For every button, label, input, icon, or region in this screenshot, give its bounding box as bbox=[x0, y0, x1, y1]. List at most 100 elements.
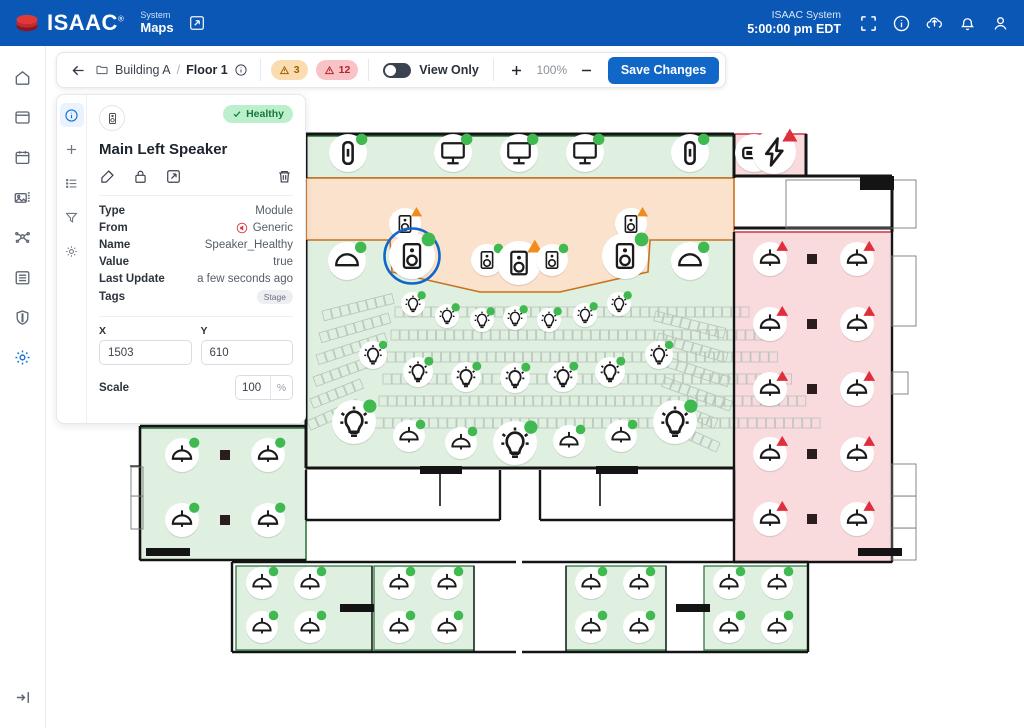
zoom-out-button[interactable] bbox=[574, 57, 600, 83]
device-marker-power-module[interactable] bbox=[752, 128, 798, 176]
device-marker-light-fixture[interactable] bbox=[671, 133, 710, 174]
sidebar-item-home[interactable] bbox=[8, 62, 38, 92]
sidebar-item-list[interactable] bbox=[8, 262, 38, 292]
device-marker-pendant-light[interactable] bbox=[431, 566, 464, 601]
device-marker-pendant-light[interactable] bbox=[713, 566, 746, 601]
device-marker-bulb-light[interactable] bbox=[493, 420, 538, 467]
panel-tab-settings[interactable] bbox=[60, 239, 84, 263]
panel-tab-list[interactable] bbox=[60, 171, 84, 195]
device-marker-pendant-light[interactable] bbox=[246, 566, 279, 601]
edit-icon[interactable] bbox=[99, 168, 116, 185]
device-marker-pendant-light[interactable] bbox=[623, 566, 656, 601]
device-marker-speaker[interactable] bbox=[536, 243, 569, 278]
device-marker-pendant-light[interactable] bbox=[246, 610, 279, 645]
device-marker-pendant-light[interactable] bbox=[575, 610, 608, 645]
device-marker-speaker[interactable] bbox=[497, 239, 543, 287]
bell-icon[interactable] bbox=[958, 14, 977, 33]
device-markers[interactable] bbox=[165, 128, 876, 645]
back-button[interactable] bbox=[65, 57, 91, 83]
device-marker-pendant-light[interactable] bbox=[165, 437, 200, 474]
share-icon[interactable] bbox=[165, 168, 182, 185]
info-circle-icon[interactable] bbox=[234, 63, 248, 77]
device-marker-pendant-light[interactable] bbox=[605, 419, 638, 454]
sidebar-item-security[interactable] bbox=[8, 302, 38, 332]
save-changes-button[interactable]: Save Changes bbox=[607, 56, 720, 84]
lock-icon[interactable] bbox=[132, 168, 149, 185]
sidebar-item-settings[interactable] bbox=[8, 342, 38, 372]
breadcrumb-building[interactable]: Building A bbox=[115, 63, 171, 77]
floor-plan-canvas[interactable] bbox=[46, 46, 1024, 728]
device-marker-bulb-light[interactable] bbox=[451, 361, 482, 394]
device-marker-pendant-light[interactable] bbox=[753, 240, 789, 278]
sidebar-item-window[interactable] bbox=[8, 102, 38, 132]
device-marker-pendant-light[interactable] bbox=[294, 566, 327, 601]
device-marker-bulb-light[interactable] bbox=[645, 340, 674, 371]
device-marker-speaker[interactable] bbox=[602, 232, 649, 281]
device-marker-wall-light[interactable] bbox=[671, 241, 710, 282]
device-marker-display[interactable] bbox=[434, 133, 473, 174]
device-marker-pendant-light[interactable] bbox=[713, 610, 746, 645]
panel-tab-add[interactable] bbox=[60, 137, 84, 161]
device-marker-pendant-light[interactable] bbox=[840, 500, 876, 538]
tag-chip[interactable]: Stage bbox=[256, 289, 293, 304]
info-icon[interactable] bbox=[892, 14, 911, 33]
panel-tab-filter[interactable] bbox=[60, 205, 84, 229]
device-marker-pendant-light[interactable] bbox=[251, 437, 286, 474]
device-marker-pendant-light[interactable] bbox=[383, 610, 416, 645]
view-only-toggle[interactable]: View Only bbox=[383, 62, 479, 78]
device-marker-light-fixture[interactable] bbox=[329, 133, 368, 174]
delete-icon[interactable] bbox=[276, 168, 293, 185]
device-marker-pendant-light[interactable] bbox=[165, 502, 200, 539]
device-marker-pendant-light[interactable] bbox=[431, 610, 464, 645]
breadcrumb-floor[interactable]: Floor 1 bbox=[186, 63, 228, 77]
x-input[interactable] bbox=[99, 340, 192, 365]
device-marker-pendant-light[interactable] bbox=[575, 566, 608, 601]
device-marker-pendant-light[interactable] bbox=[753, 370, 789, 408]
device-marker-pendant-light[interactable] bbox=[623, 610, 656, 645]
device-marker-bulb-light[interactable] bbox=[503, 305, 528, 332]
sidebar-item-calendar[interactable] bbox=[8, 142, 38, 172]
zoom-in-button[interactable] bbox=[504, 57, 530, 83]
device-marker-bulb-light[interactable] bbox=[537, 307, 562, 334]
device-marker-pendant-light[interactable] bbox=[393, 419, 426, 454]
device-marker-bulb-light[interactable] bbox=[595, 356, 626, 389]
device-marker-display[interactable] bbox=[566, 133, 605, 174]
device-marker-bulb-light[interactable] bbox=[359, 340, 388, 371]
device-marker-bulb-light[interactable] bbox=[401, 291, 426, 318]
device-marker-bulb-light[interactable] bbox=[607, 291, 632, 318]
panel-tab-info[interactable] bbox=[59, 103, 84, 127]
device-marker-bulb-light[interactable] bbox=[653, 399, 698, 446]
device-marker-bulb-light[interactable] bbox=[403, 356, 434, 389]
device-marker-bulb-light[interactable] bbox=[332, 399, 377, 446]
device-marker-bulb-light[interactable] bbox=[573, 302, 598, 329]
device-marker-pendant-light[interactable] bbox=[840, 435, 876, 473]
device-marker-bulb-light[interactable] bbox=[470, 307, 495, 334]
device-marker-pendant-light[interactable] bbox=[840, 370, 876, 408]
device-marker-pendant-light[interactable] bbox=[383, 566, 416, 601]
device-marker-bulb-light[interactable] bbox=[500, 362, 531, 395]
upload-cloud-icon[interactable] bbox=[925, 14, 944, 33]
scale-input[interactable] bbox=[236, 376, 270, 399]
device-marker-pendant-light[interactable] bbox=[761, 610, 794, 645]
device-marker-pendant-light[interactable] bbox=[553, 424, 586, 459]
sidebar-item-media[interactable] bbox=[8, 182, 38, 212]
sidebar-collapse-button[interactable] bbox=[8, 682, 38, 712]
warning-badge[interactable]: 3 bbox=[270, 60, 308, 80]
y-input[interactable] bbox=[200, 340, 293, 365]
error-badge[interactable]: 12 bbox=[315, 60, 359, 80]
device-marker-speaker-selected[interactable] bbox=[383, 227, 441, 285]
sidebar-item-network[interactable] bbox=[8, 222, 38, 252]
device-marker-pendant-light[interactable] bbox=[761, 566, 794, 601]
external-link-icon[interactable] bbox=[188, 14, 206, 32]
fullscreen-icon[interactable] bbox=[859, 14, 878, 33]
device-marker-pendant-light[interactable] bbox=[753, 305, 789, 343]
device-marker-bulb-light[interactable] bbox=[435, 303, 460, 330]
device-marker-pendant-light[interactable] bbox=[753, 500, 789, 538]
device-marker-pendant-light[interactable] bbox=[251, 502, 286, 539]
device-marker-speaker[interactable] bbox=[471, 243, 504, 278]
device-marker-bulb-light[interactable] bbox=[548, 361, 579, 394]
device-marker-pendant-light[interactable] bbox=[294, 610, 327, 645]
device-marker-display[interactable] bbox=[500, 133, 539, 174]
device-marker-wall-light[interactable] bbox=[328, 241, 367, 282]
device-marker-pendant-light[interactable] bbox=[445, 426, 478, 461]
